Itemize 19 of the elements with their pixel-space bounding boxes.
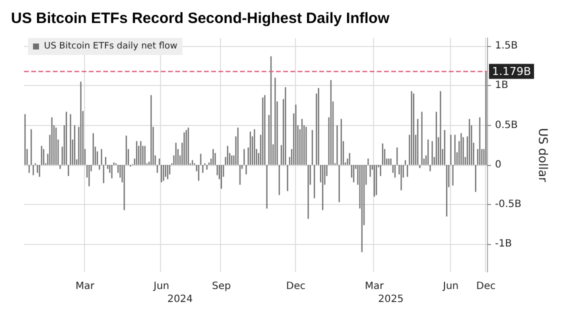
legend-label: US Bitcoin ETFs daily net flow: [44, 42, 178, 52]
x-tick-label: Jun: [152, 281, 170, 292]
y-tick-label: 0: [495, 159, 502, 170]
x-tick-label: Jun: [442, 281, 459, 292]
chart-title: US Bitcoin ETFs Record Second-Highest Daily Inflow: [11, 10, 390, 27]
x-tick-label: Sep: [212, 281, 231, 292]
y-tick-label: 1.5B: [495, 40, 518, 52]
x-tick-label: Dec: [476, 281, 496, 292]
x-tick-label: Dec: [286, 281, 306, 292]
y-axis-title: US dollar: [536, 128, 550, 182]
y-tick-label: 0.5B: [495, 120, 518, 131]
y-tick-label: -1B: [495, 238, 512, 250]
x-tick-label: 2024: [167, 294, 193, 305]
x-tick-label: 2025: [378, 294, 404, 305]
y-tick-label: 1B: [495, 80, 508, 92]
y-tick-label: -0.5B: [495, 199, 522, 210]
x-tick-label: Mar: [364, 281, 385, 292]
x-tick-label: Mar: [76, 281, 96, 292]
ref-line-label: 1.179B: [492, 64, 532, 78]
